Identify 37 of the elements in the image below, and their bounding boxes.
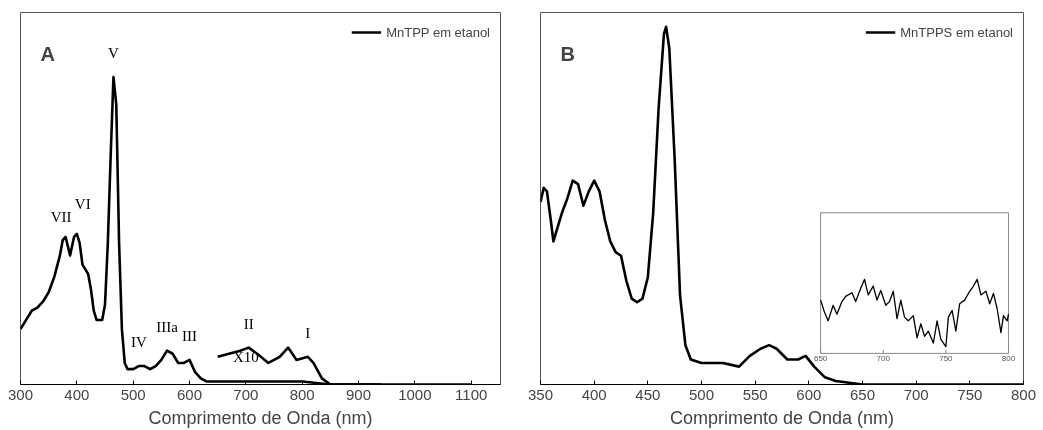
x-tick-label: 700 — [876, 354, 891, 364]
annotation: IV — [130, 334, 147, 351]
x-tick-label: 1000 — [398, 385, 432, 403]
annotation: II — [243, 315, 254, 332]
x-tick-label: 750 — [957, 385, 983, 403]
x-tick-label: 650 — [849, 385, 876, 403]
x-tick-label: 600 — [177, 385, 203, 403]
text: A — [40, 42, 55, 65]
x-tick-label: 900 — [346, 385, 372, 403]
x-axis-title: Comprimento de Onda (nm) — [669, 407, 895, 428]
x-tick-label: 700 — [903, 385, 929, 403]
annotation: B — [560, 42, 575, 65]
x-tick-label: 550 — [742, 385, 768, 403]
annotation: III — [182, 327, 198, 344]
x-tick-label: 350 — [527, 385, 554, 403]
x-tick-label: 800 — [1010, 385, 1037, 403]
x-tick-label: 800 — [1001, 354, 1016, 364]
x-axis-title: Comprimento de Onda (nm) — [148, 407, 373, 428]
annotation: I — [305, 324, 311, 341]
x-tick-label: 800 — [289, 385, 315, 403]
x-tick-label: 500 — [120, 385, 146, 403]
x-tick-label: 450 — [635, 385, 661, 403]
x-tick-label: 300 — [7, 385, 34, 403]
x-tick-label: 600 — [796, 385, 822, 403]
x-tick-label: 700 — [233, 385, 259, 403]
annotation: IIIa — [156, 318, 179, 335]
legend-label: MnTPPS em etanol — [900, 24, 1013, 40]
x-tick-label: 750 — [939, 354, 954, 364]
x-tick-label: 500 — [688, 385, 715, 403]
x-tick-label: 400 — [581, 385, 607, 403]
annotation: V — [108, 45, 120, 62]
x-tick-label: 400 — [64, 385, 90, 403]
x-tick-label: 650 — [813, 354, 828, 364]
annotation: VI — [74, 195, 91, 212]
x-tick-label: 1100 — [455, 385, 488, 403]
annotation: VII — [50, 208, 72, 225]
legend-label: MnTPP em etanol — [386, 24, 490, 40]
